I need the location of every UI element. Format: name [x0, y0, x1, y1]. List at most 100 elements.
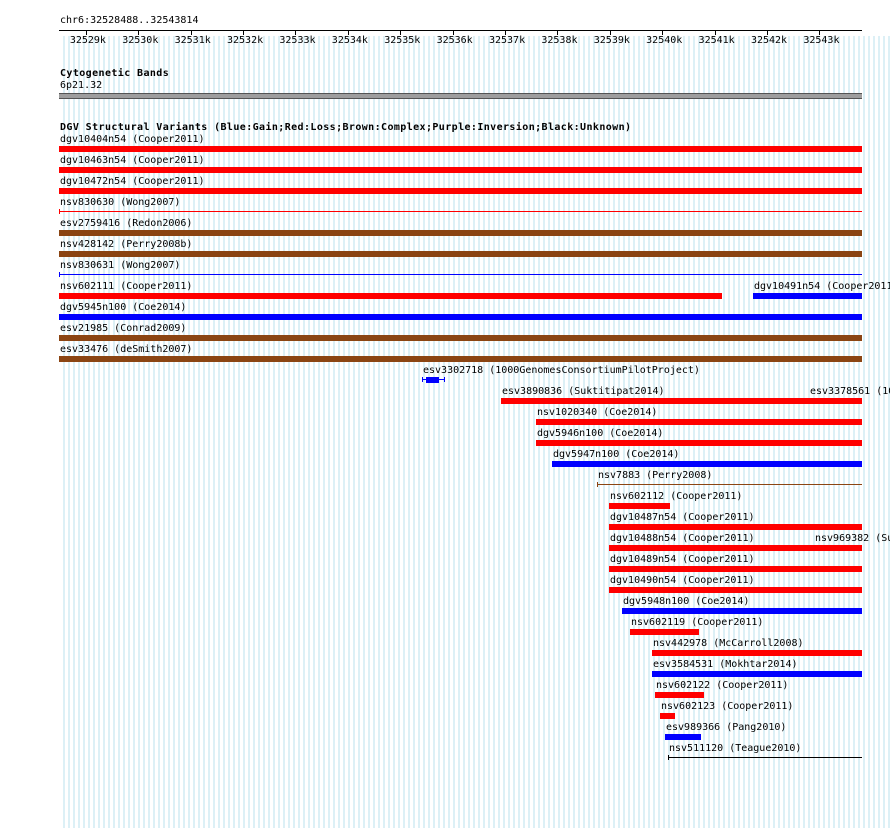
variant-label[interactable]: nsv428142 (Perry2008b): [60, 239, 193, 250]
variant-line[interactable]: [668, 757, 862, 758]
variant-bar[interactable]: [59, 146, 862, 152]
variant-label[interactable]: dgv10488n54 (Cooper2011): [610, 533, 755, 544]
variant-label[interactable]: dgv10472n54 (Cooper2011): [60, 176, 205, 187]
ruler-tick-label: 32536k: [436, 35, 473, 46]
variant-bar[interactable]: [608, 587, 862, 593]
cytoband-bar[interactable]: [59, 93, 862, 99]
variant-bar[interactable]: [59, 188, 862, 194]
variant-bar[interactable]: [608, 566, 862, 572]
variant-label[interactable]: dgv5948n100 (Coe2014): [623, 596, 750, 607]
ruler-tick: [243, 30, 244, 35]
ruler-tick: [504, 30, 506, 35]
variant-label[interactable]: dgv10491n54 (Cooper2011: [754, 281, 890, 292]
variant-bar[interactable]: [59, 335, 862, 341]
ruler-tick: [138, 30, 140, 35]
variant-bar[interactable]: [659, 713, 675, 719]
variant-label[interactable]: nsv442978 (McCarroll2008): [653, 638, 804, 649]
variant-bar[interactable]: [665, 734, 701, 740]
variant-bar[interactable]: [59, 356, 862, 362]
variant-label[interactable]: dgv10404n54 (Cooper2011): [60, 134, 205, 145]
variant-label[interactable]: dgv5946n100 (Coe2014): [537, 428, 664, 439]
variant-line-endcap: [668, 755, 670, 760]
variant-line-endcap: [59, 272, 60, 277]
variant-label[interactable]: nsv602119 (Cooper2011): [631, 617, 764, 628]
variant-bar[interactable]: [608, 503, 671, 509]
cytogenetic-bands-title: Cytogenetic Bands: [60, 68, 170, 79]
variant-label[interactable]: nsv830631 (Wong2007): [60, 260, 181, 271]
variant-label[interactable]: esv33476 (deSmith2007): [60, 344, 193, 355]
ruler-axis: [59, 30, 862, 31]
variant-bar[interactable]: [501, 398, 862, 404]
ruler-tick: [609, 30, 611, 35]
ruler-tick-label: 32538k: [541, 35, 578, 46]
variant-label[interactable]: nsv602122 (Cooper2011): [656, 680, 789, 691]
variant-label[interactable]: nsv1020340 (Coe2014): [537, 407, 658, 418]
ruler-tick-label: 32533k: [279, 35, 316, 46]
variant-bar[interactable]: [536, 440, 862, 446]
ruler-tick: [557, 30, 559, 35]
variant-label[interactable]: nsv602111 (Cooper2011): [60, 281, 193, 292]
variant-label[interactable]: dgv10490n54 (Cooper2011): [610, 575, 755, 586]
variant-bar[interactable]: [622, 608, 862, 614]
ruler-tick: [347, 30, 349, 35]
ruler-tick: [452, 30, 454, 35]
variant-line[interactable]: [59, 211, 862, 212]
variant-label[interactable]: nsv830630 (Wong2007): [60, 197, 181, 208]
ruler-tick-label: 32535k: [384, 35, 421, 46]
variant-label[interactable]: nsv511120 (Teague2010): [669, 743, 802, 754]
variant-label[interactable]: nsv7883 (Perry2008): [598, 470, 713, 481]
variant-line[interactable]: [59, 274, 862, 275]
variant-line-endcap: [421, 377, 423, 382]
variant-bar[interactable]: [753, 293, 862, 299]
variant-bar[interactable]: [425, 377, 439, 383]
variant-label[interactable]: esv3890836 (Suktitipat2014): [502, 386, 665, 397]
variant-line-endcap: [596, 482, 598, 487]
variant-bar[interactable]: [59, 293, 723, 299]
variant-bar[interactable]: [59, 230, 862, 236]
variant-label[interactable]: dgv10463n54 (Cooper2011): [60, 155, 205, 166]
variant-line-endcap: [444, 377, 446, 382]
ruler-tick-label: 32539k: [593, 35, 630, 46]
ruler-tick-label: 32541k: [698, 35, 735, 46]
ruler-tick: [295, 30, 297, 35]
variant-bar[interactable]: [536, 419, 862, 425]
ruler-tick: [662, 30, 664, 35]
variant-bar[interactable]: [59, 314, 862, 320]
ruler-tick-label: 32537k: [488, 35, 526, 46]
variant-bar[interactable]: [655, 692, 705, 698]
variant-bar[interactable]: [652, 671, 862, 677]
ruler-tick-label: 32532k: [227, 35, 264, 46]
ruler-tick-label: 32534k: [331, 35, 368, 46]
ruler-tick: [766, 30, 768, 35]
variant-bar[interactable]: [552, 461, 862, 467]
variant-bar[interactable]: [59, 167, 862, 173]
ruler-tick: [819, 30, 821, 35]
ruler-tick-label: 32542k: [750, 35, 788, 46]
variant-label[interactable]: nsv602123 (Cooper2011): [661, 701, 794, 712]
variant-label[interactable]: esv3302718 (1000GenomesConsortiumPilotPr…: [423, 365, 700, 376]
ruler-tick-label: 32531k: [174, 35, 211, 46]
variant-label[interactable]: esv21985 (Conrad2009): [60, 323, 187, 334]
variant-label[interactable]: esv989366 (Pang2010): [666, 722, 787, 733]
variant-line-endcap: [59, 209, 60, 214]
variant-label[interactable]: esv3584531 (Mokhtar2014): [653, 659, 798, 670]
ruler-tick-label: 32530k: [122, 35, 159, 46]
variant-label[interactable]: dgv5945n100 (Coe2014): [60, 302, 187, 313]
variant-label[interactable]: dgv5947n100 (Coe2014): [553, 449, 680, 460]
variant-bar[interactable]: [630, 629, 700, 635]
variant-label[interactable]: nsv602112 (Cooper2011): [610, 491, 743, 502]
variant-label[interactable]: nsv969382 (Su: [815, 533, 890, 544]
variant-label[interactable]: dgv10487n54 (Cooper2011): [610, 512, 755, 523]
variant-bar[interactable]: [608, 524, 862, 530]
variant-bar[interactable]: [652, 650, 862, 656]
variant-label[interactable]: esv3378561 (1000: [810, 386, 890, 397]
dgv-track-title: DGV Structural Variants (Blue:Gain;Red:L…: [60, 122, 632, 133]
ruler-tick: [400, 30, 402, 35]
variant-bar[interactable]: [608, 545, 862, 551]
variant-label[interactable]: dgv10489n54 (Cooper2011): [610, 554, 755, 565]
variant-line[interactable]: [596, 484, 862, 485]
variant-label[interactable]: esv2759416 (Redon2006): [60, 218, 193, 229]
ruler-tick-label: 32529k: [69, 35, 106, 46]
variant-bar[interactable]: [59, 251, 862, 257]
